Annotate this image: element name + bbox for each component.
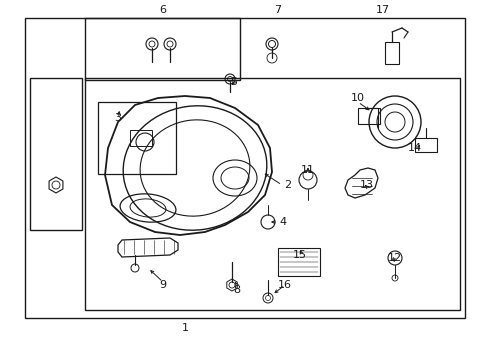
Bar [85, 18, 240, 80]
Bar [357, 108, 379, 124]
Text: 13: 13 [359, 180, 373, 190]
Text: 3: 3 [114, 113, 121, 123]
Text: 4: 4 [279, 217, 286, 227]
Text: 12: 12 [387, 253, 401, 263]
Bar [384, 42, 398, 64]
Text: 2: 2 [284, 180, 291, 190]
Text: 9: 9 [159, 280, 166, 290]
Text: 16: 16 [278, 280, 291, 290]
Bar [278, 248, 319, 276]
Bar [85, 78, 459, 310]
Bar [414, 138, 436, 152]
Text: 10: 10 [350, 93, 364, 103]
Bar [30, 78, 82, 230]
Bar [98, 102, 176, 174]
Text: 1: 1 [181, 323, 188, 333]
Text: 17: 17 [375, 5, 389, 15]
Text: 6: 6 [159, 5, 166, 15]
Text: 11: 11 [301, 165, 314, 175]
Bar [130, 130, 152, 146]
Text: 7: 7 [274, 5, 281, 15]
Text: 14: 14 [407, 143, 421, 153]
Text: 5: 5 [230, 77, 237, 87]
Bar [25, 18, 464, 318]
Text: 8: 8 [233, 285, 240, 295]
Text: 15: 15 [292, 250, 306, 260]
